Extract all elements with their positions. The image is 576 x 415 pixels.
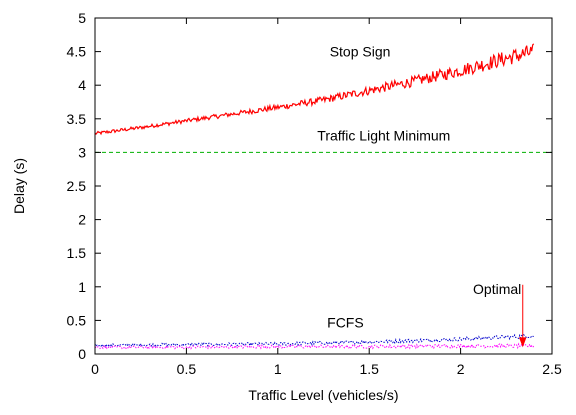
fcfs-line: [94, 333, 534, 348]
x-tick-label: 2: [457, 361, 465, 377]
y-axis-title: Delay (s): [11, 158, 27, 214]
y-tick-label: 0.5: [67, 312, 87, 328]
annotation-label: Stop Sign: [330, 44, 391, 60]
y-tick-label: 4: [78, 77, 86, 93]
y-tick-label: 3.5: [67, 111, 87, 127]
tick-layer: 0 0.5 1 1.5 2 2.5 0 0.5 1 1.5 2 2.5 3 3.5 4 4.5 5: [67, 10, 562, 377]
x-tick-label: 0.5: [177, 361, 197, 377]
y-tick-label: 0: [78, 346, 86, 362]
annotation-label: Optimal: [473, 281, 521, 297]
annotation-label: FCFS: [327, 314, 364, 330]
annotation-layer: Stop Sign Traffic Light Minimum FCFS Optima…: [317, 44, 527, 348]
y-tick-label: 4.5: [67, 44, 87, 60]
x-tick-label: 2.5: [542, 361, 562, 377]
x-tick-label: 0: [91, 361, 99, 377]
y-tick-label: 1.5: [67, 245, 87, 261]
x-tick-label: 1.5: [359, 361, 379, 377]
x-tick-label: 1: [274, 361, 282, 377]
x-axis-title: Traffic Level (vehicles/s): [248, 387, 398, 403]
y-tick-label: 1: [78, 279, 86, 295]
stop-sign-line: [94, 43, 535, 136]
y-tick-label: 2.5: [67, 178, 87, 194]
y-tick-label: 2: [78, 212, 86, 228]
optimal-arrow-head: [519, 337, 527, 348]
series-4-line: [94, 342, 535, 350]
annotation-label: Traffic Light Minimum: [317, 128, 450, 144]
y-tick-label: 5: [78, 10, 86, 26]
series-layer: [94, 43, 552, 350]
y-tick-label: 3: [78, 144, 86, 160]
